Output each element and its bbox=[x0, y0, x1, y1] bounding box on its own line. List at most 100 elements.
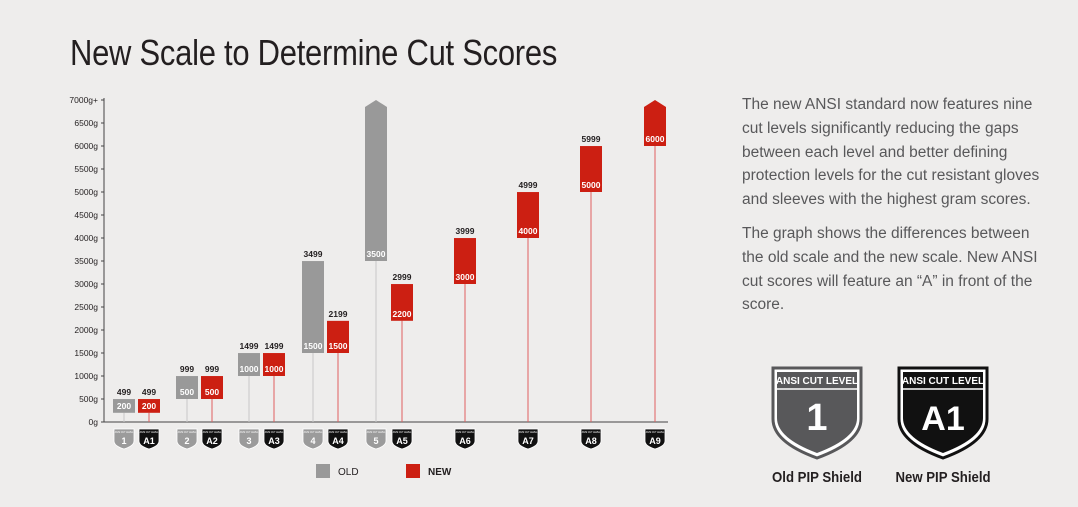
y-tick-label: 3000g bbox=[74, 279, 98, 289]
y-tick-label: 1000g bbox=[74, 371, 98, 381]
new-low-label: 500 bbox=[205, 387, 219, 397]
y-tick-label: 0g bbox=[89, 417, 99, 427]
new-level-label: A4 bbox=[332, 436, 344, 446]
new-level-label: A9 bbox=[649, 436, 661, 446]
new-bar bbox=[263, 353, 285, 376]
y-tick-label: 6000g bbox=[74, 141, 98, 151]
old-bar bbox=[176, 376, 198, 399]
new-low-label: 1500 bbox=[329, 341, 348, 351]
old-shield-level: 1 bbox=[806, 397, 827, 439]
new-level-badge bbox=[263, 428, 285, 450]
y-tick-label: 4000g bbox=[74, 233, 98, 243]
old-high-label: 3499 bbox=[304, 249, 323, 259]
new-level-badge bbox=[580, 428, 602, 450]
new-bar bbox=[138, 399, 160, 413]
new-bar bbox=[454, 238, 476, 284]
new-low-label: 200 bbox=[142, 401, 156, 411]
new-level-badge bbox=[201, 428, 223, 450]
y-tick-label: 7000g+ bbox=[69, 95, 98, 105]
new-high-label: 1499 bbox=[265, 341, 284, 351]
old-level-label: 5 bbox=[373, 436, 378, 446]
new-shield-header: ANSI CUT LEVEL bbox=[902, 376, 984, 387]
old-level-badge bbox=[238, 428, 260, 450]
new-bar bbox=[580, 146, 602, 192]
new-level-badge bbox=[391, 428, 413, 450]
old-low-label: 3500 bbox=[367, 249, 386, 259]
y-tick-label: 2000g bbox=[74, 325, 98, 335]
new-badge-header: ANSI CUT LEVEL bbox=[140, 431, 159, 434]
legend-new-label: NEW bbox=[428, 467, 452, 478]
new-level-label: A3 bbox=[268, 436, 280, 446]
new-low-label: 2200 bbox=[393, 309, 412, 319]
new-level-badge bbox=[644, 428, 666, 450]
new-bar bbox=[327, 320, 349, 353]
new-badge-header: ANSI CUT LEVEL bbox=[265, 431, 284, 434]
old-badge-header: ANSI CUT LEVEL bbox=[304, 431, 323, 434]
cut-score-chart: 0g 500g 1000g 1500g 2000g 2500g 3000g 3500g 4000… bbox=[69, 95, 668, 478]
old-badge-header: ANSI CUT LEVEL bbox=[367, 431, 386, 434]
new-bar bbox=[644, 100, 666, 146]
page-title: New Scale to Determine Cut Scores bbox=[70, 32, 558, 73]
description: The new ANSI standard now features nine … bbox=[742, 93, 1042, 327]
new-pip-shield-icon: ANSI CUT LEVEL A1 bbox=[897, 366, 989, 460]
old-shield-header: ANSI CUT LEVEL bbox=[776, 376, 858, 387]
new-low-label: 6000 bbox=[646, 134, 665, 144]
new-badge-header: ANSI CUT LEVEL bbox=[582, 431, 601, 434]
old-level-badge bbox=[113, 428, 135, 450]
old-level-label: 1 bbox=[121, 436, 126, 446]
new-level-label: A6 bbox=[459, 436, 471, 446]
old-low-label: 1500 bbox=[304, 341, 323, 351]
y-tick-label: 500g bbox=[79, 394, 98, 404]
new-badge-header: ANSI CUT LEVEL bbox=[456, 431, 475, 434]
new-badge-header: ANSI CUT LEVEL bbox=[329, 431, 348, 434]
new-low-label: 4000 bbox=[519, 226, 538, 236]
new-badge-header: ANSI CUT LEVEL bbox=[646, 431, 665, 434]
new-high-label: 3999 bbox=[456, 226, 475, 236]
legend-old-swatch bbox=[316, 464, 330, 478]
old-level-label: 2 bbox=[184, 436, 189, 446]
old-level-badge bbox=[302, 428, 324, 450]
y-tick-label: 5000g bbox=[74, 187, 98, 197]
new-bar bbox=[201, 376, 223, 399]
old-high-label: 1499 bbox=[240, 341, 259, 351]
new-high-label: 499 bbox=[142, 387, 156, 397]
new-bar bbox=[517, 192, 539, 238]
old-badge-header: ANSI CUT LEVEL bbox=[115, 431, 134, 434]
old-level-badge bbox=[365, 428, 387, 450]
new-high-label: 4999 bbox=[519, 180, 538, 190]
new-level-label: A2 bbox=[206, 436, 218, 446]
new-level-badge bbox=[327, 428, 349, 450]
new-level-badge bbox=[517, 428, 539, 450]
old-high-label: 999 bbox=[180, 364, 194, 374]
old-bar bbox=[302, 261, 324, 353]
new-low-label: 3000 bbox=[456, 272, 475, 282]
old-pip-shield-block: ANSI CUT LEVEL 1 Old PIP Shield bbox=[752, 364, 882, 486]
old-bar bbox=[238, 353, 260, 376]
old-level-badge bbox=[176, 428, 198, 450]
new-shield-caption: New PIP Shield bbox=[895, 469, 991, 486]
new-high-label: 999 bbox=[205, 364, 219, 374]
old-low-label: 500 bbox=[180, 387, 194, 397]
new-level-label: A5 bbox=[396, 436, 408, 446]
new-level-label: A1 bbox=[143, 436, 155, 446]
new-level-label: A8 bbox=[585, 436, 597, 446]
new-badge-header: ANSI CUT LEVEL bbox=[203, 431, 222, 434]
y-tick-label: 4500g bbox=[74, 210, 98, 220]
description-paragraph-2: The graph shows the differences between … bbox=[742, 224, 1038, 314]
new-level-label: A7 bbox=[522, 436, 534, 446]
new-high-label: 2999 bbox=[393, 272, 412, 282]
legend-old-label: OLD bbox=[338, 467, 359, 478]
old-shield-caption: Old PIP Shield bbox=[772, 469, 862, 486]
old-badge-header: ANSI CUT LEVEL bbox=[240, 431, 259, 434]
old-badge-header: ANSI CUT LEVEL bbox=[178, 431, 197, 434]
new-level-badge bbox=[454, 428, 476, 450]
old-level-label: 4 bbox=[310, 436, 315, 446]
new-bar bbox=[391, 284, 413, 321]
description-paragraph-1: The new ANSI standard now features nine … bbox=[742, 96, 1040, 209]
y-tick-label: 2500g bbox=[74, 302, 98, 312]
new-low-label: 5000 bbox=[582, 180, 601, 190]
new-level-badge bbox=[138, 428, 160, 450]
old-bar bbox=[365, 100, 387, 261]
new-low-label: 1000 bbox=[265, 364, 284, 374]
y-tick-label: 5500g bbox=[74, 164, 98, 174]
